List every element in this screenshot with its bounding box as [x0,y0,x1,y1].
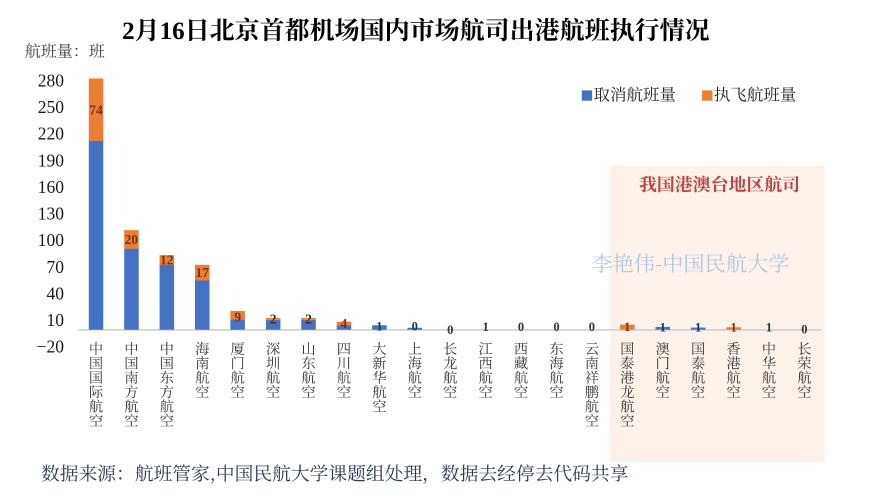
svg-text:130: 130 [38,204,65,224]
svg-text:1: 1 [766,321,772,335]
svg-text:20: 20 [125,232,139,247]
svg-text:0: 0 [412,320,418,334]
svg-text:0: 0 [553,320,559,334]
svg-text:1: 1 [624,320,630,334]
svg-text:280: 280 [38,70,65,90]
svg-text:0: 0 [447,323,453,337]
svg-text:100: 100 [38,230,65,250]
svg-text:1: 1 [660,321,666,335]
svg-text:12: 12 [160,253,174,268]
svg-text:0: 0 [589,320,595,334]
svg-text:16: 16 [160,18,185,45]
svg-text:250: 250 [38,97,65,117]
svg-text:17: 17 [196,265,210,280]
svg-text:160: 160 [38,177,65,197]
svg-text:40: 40 [47,283,65,303]
svg-text:2: 2 [270,311,277,326]
svg-text:1: 1 [695,321,701,335]
svg-text:1: 1 [730,321,736,335]
svg-text:10: 10 [47,310,65,330]
svg-text:1: 1 [376,320,382,334]
svg-text:1: 1 [482,320,488,334]
svg-text:0: 0 [801,323,807,337]
svg-text:9: 9 [234,310,241,325]
svg-text:−20: −20 [37,337,65,357]
svg-text:190: 190 [38,150,65,170]
svg-text:220: 220 [38,124,65,144]
svg-text:2: 2 [305,311,312,326]
svg-text:0: 0 [518,320,524,334]
svg-text:74: 74 [89,102,103,117]
svg-text:4: 4 [341,316,348,331]
svg-text:2: 2 [122,18,135,45]
svg-text:70: 70 [47,257,65,277]
